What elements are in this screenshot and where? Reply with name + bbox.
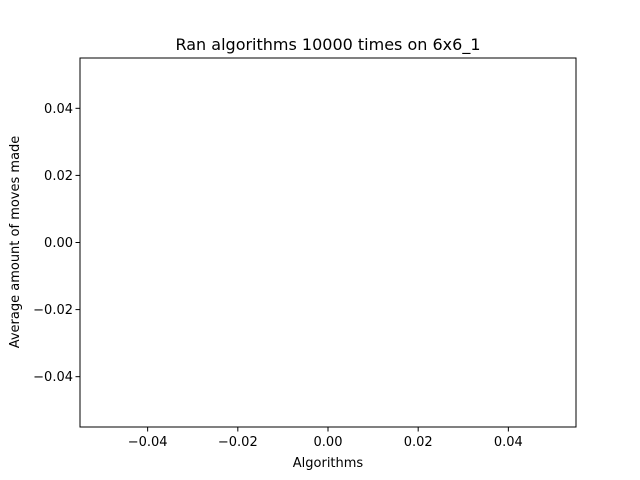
x-tick-label: 0.02 bbox=[404, 435, 433, 450]
y-tick-label: −0.02 bbox=[33, 303, 73, 318]
x-axis-ticks: −0.04 −0.02 0.00 0.02 0.04 bbox=[128, 427, 523, 450]
x-tick-label: 0.04 bbox=[494, 435, 523, 450]
x-tick-label: 0.00 bbox=[314, 435, 343, 450]
x-tick-label: −0.02 bbox=[218, 435, 258, 450]
y-axis-label: Average amount of moves made bbox=[8, 136, 23, 349]
x-axis-label: Algorithms bbox=[293, 456, 364, 471]
y-tick-label: 0.00 bbox=[44, 236, 73, 251]
y-axis-ticks: −0.04 −0.02 0.00 0.02 0.04 bbox=[33, 102, 80, 385]
chart-title: Ran algorithms 10000 times on 6x6_1 bbox=[175, 35, 480, 55]
y-tick-label: −0.04 bbox=[33, 370, 73, 385]
plot-area bbox=[79, 57, 577, 428]
y-tick-label: 0.04 bbox=[44, 102, 73, 117]
y-tick-label: 0.02 bbox=[44, 169, 73, 184]
x-tick-label: −0.04 bbox=[128, 435, 168, 450]
